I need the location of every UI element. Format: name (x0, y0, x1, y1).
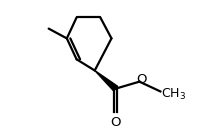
Text: O: O (136, 73, 147, 86)
Text: CH$_3$: CH$_3$ (161, 87, 186, 102)
Polygon shape (95, 70, 118, 91)
Text: O: O (110, 116, 121, 129)
